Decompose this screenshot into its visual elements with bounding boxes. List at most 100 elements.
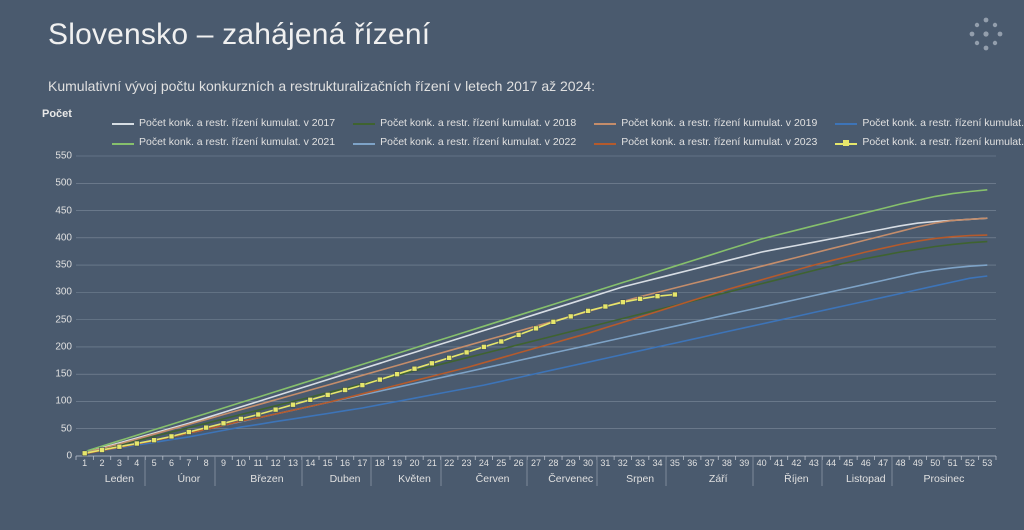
x-tick-label: 11 [252,458,264,468]
series-line [85,265,988,453]
x-tick-label: 43 [808,458,820,468]
x-tick-label: 36 [686,458,698,468]
x-tick-label: 13 [287,458,299,468]
y-tick-label: 500 [42,178,72,189]
x-tick-label: 37 [704,458,716,468]
legend-item: Počet konk. a restr. řízení kumulat. v 2… [835,134,1024,151]
series-line [85,235,988,454]
series-line [85,190,988,452]
x-tick-label: 29 [565,458,577,468]
x-tick-label: 26 [513,458,525,468]
legend-label: Počet konk. a restr. řízení kumulat. v 2… [139,134,335,151]
month-label: Srpen [626,473,654,485]
series-marker [551,319,556,324]
series-marker [412,366,417,371]
month-label: Prosinec [923,473,964,485]
x-tick-label: 25 [495,458,507,468]
legend-item: Počet konk. a restr. řízení kumulat. v 2… [353,115,576,132]
x-axis-months: LedenÚnorBřezenDubenKvětenČervenČervenec… [76,473,996,491]
legend-label: Počet konk. a restr. řízení kumulat. v 2… [862,115,1024,132]
month-label: Listopad [846,473,886,485]
legend-label: Počet konk. a restr. řízení kumulat. v 2… [139,115,335,132]
x-tick-label: 46 [860,458,872,468]
month-label: Červen [476,473,510,485]
y-axis-label: Počet [42,108,72,120]
month-label: Leden [105,473,134,485]
x-tick-label: 47 [877,458,889,468]
series-marker [672,292,677,297]
series-marker [82,451,87,456]
x-tick-label: 3 [113,458,125,468]
month-label: Červenec [548,473,593,485]
x-tick-label: 52 [964,458,976,468]
x-tick-label: 45 [842,458,854,468]
series-marker [221,421,226,426]
series-marker [395,372,400,377]
series-marker [238,416,243,421]
y-tick-label: 50 [42,423,72,434]
x-tick-label: 22 [443,458,455,468]
y-tick-label: 550 [42,151,72,162]
legend-item: Počet konk. a restr. řízení kumulat. v 2… [353,134,576,151]
x-tick-label: 30 [582,458,594,468]
series-marker [273,407,278,412]
x-tick-label: 33 [634,458,646,468]
y-tick-label: 0 [42,451,72,462]
x-tick-label: 31 [599,458,611,468]
series-marker [603,304,608,309]
series-line [85,218,988,452]
series-marker [169,434,174,439]
legend-item: Počet konk. a restr. řízení kumulat. v 2… [594,115,817,132]
series-marker [568,314,573,319]
series-marker [152,438,157,443]
x-tick-label: 19 [391,458,403,468]
series-marker [117,444,122,449]
x-tick-label: 35 [669,458,681,468]
x-tick-label: 12 [270,458,282,468]
x-tick-label: 40 [756,458,768,468]
chart-area: Počet Počet konk. a restr. řízení kumula… [42,108,1002,508]
x-tick-label: 16 [339,458,351,468]
month-label: Říjen [784,473,809,485]
series-marker [516,332,521,337]
x-tick-label: 8 [200,458,212,468]
legend-label: Počet konk. a restr. řízení kumulat. v 2… [862,134,1024,151]
x-tick-label: 4 [131,458,143,468]
x-tick-label: 1 [79,458,91,468]
series-marker [186,430,191,435]
x-tick-label: 15 [322,458,334,468]
series-marker [638,296,643,301]
y-tick-label: 250 [42,314,72,325]
x-tick-label: 41 [773,458,785,468]
x-tick-label: 6 [165,458,177,468]
x-tick-label: 34 [652,458,664,468]
series-marker [499,339,504,344]
series-marker [308,397,313,402]
x-tick-label: 5 [148,458,160,468]
x-tick-label: 10 [235,458,247,468]
legend-label: Počet konk. a restr. řízení kumulat. v 2… [380,115,576,132]
x-tick-label: 2 [96,458,108,468]
legend-item: Počet konk. a restr. řízení kumulat. v 2… [112,134,335,151]
y-tick-label: 200 [42,341,72,352]
x-tick-label: 24 [478,458,490,468]
month-label: Březen [250,473,283,485]
legend-item: Počet konk. a restr. řízení kumulat. v 2… [594,134,817,151]
series-marker [481,344,486,349]
y-axis-ticks: 050100150200250300350400450500550 [42,156,72,456]
x-tick-label: 17 [356,458,368,468]
slide: Slovensko – zahájená řízení Kumulativní … [0,0,1024,530]
x-tick-label: 9 [218,458,230,468]
series-marker [534,326,539,331]
y-tick-label: 400 [42,232,72,243]
series-marker [343,388,348,393]
legend-label: Počet konk. a restr. řízení kumulat. v 2… [621,115,817,132]
legend: Počet konk. a restr. řízení kumulat. v 2… [112,112,992,151]
page-subtitle: Kumulativní vývoj počtu konkurzních a re… [48,78,595,94]
x-tick-label: 18 [374,458,386,468]
x-tick-label: 50 [929,458,941,468]
x-tick-label: 48 [895,458,907,468]
y-tick-label: 100 [42,396,72,407]
series-marker [620,300,625,305]
series-marker [360,383,365,388]
